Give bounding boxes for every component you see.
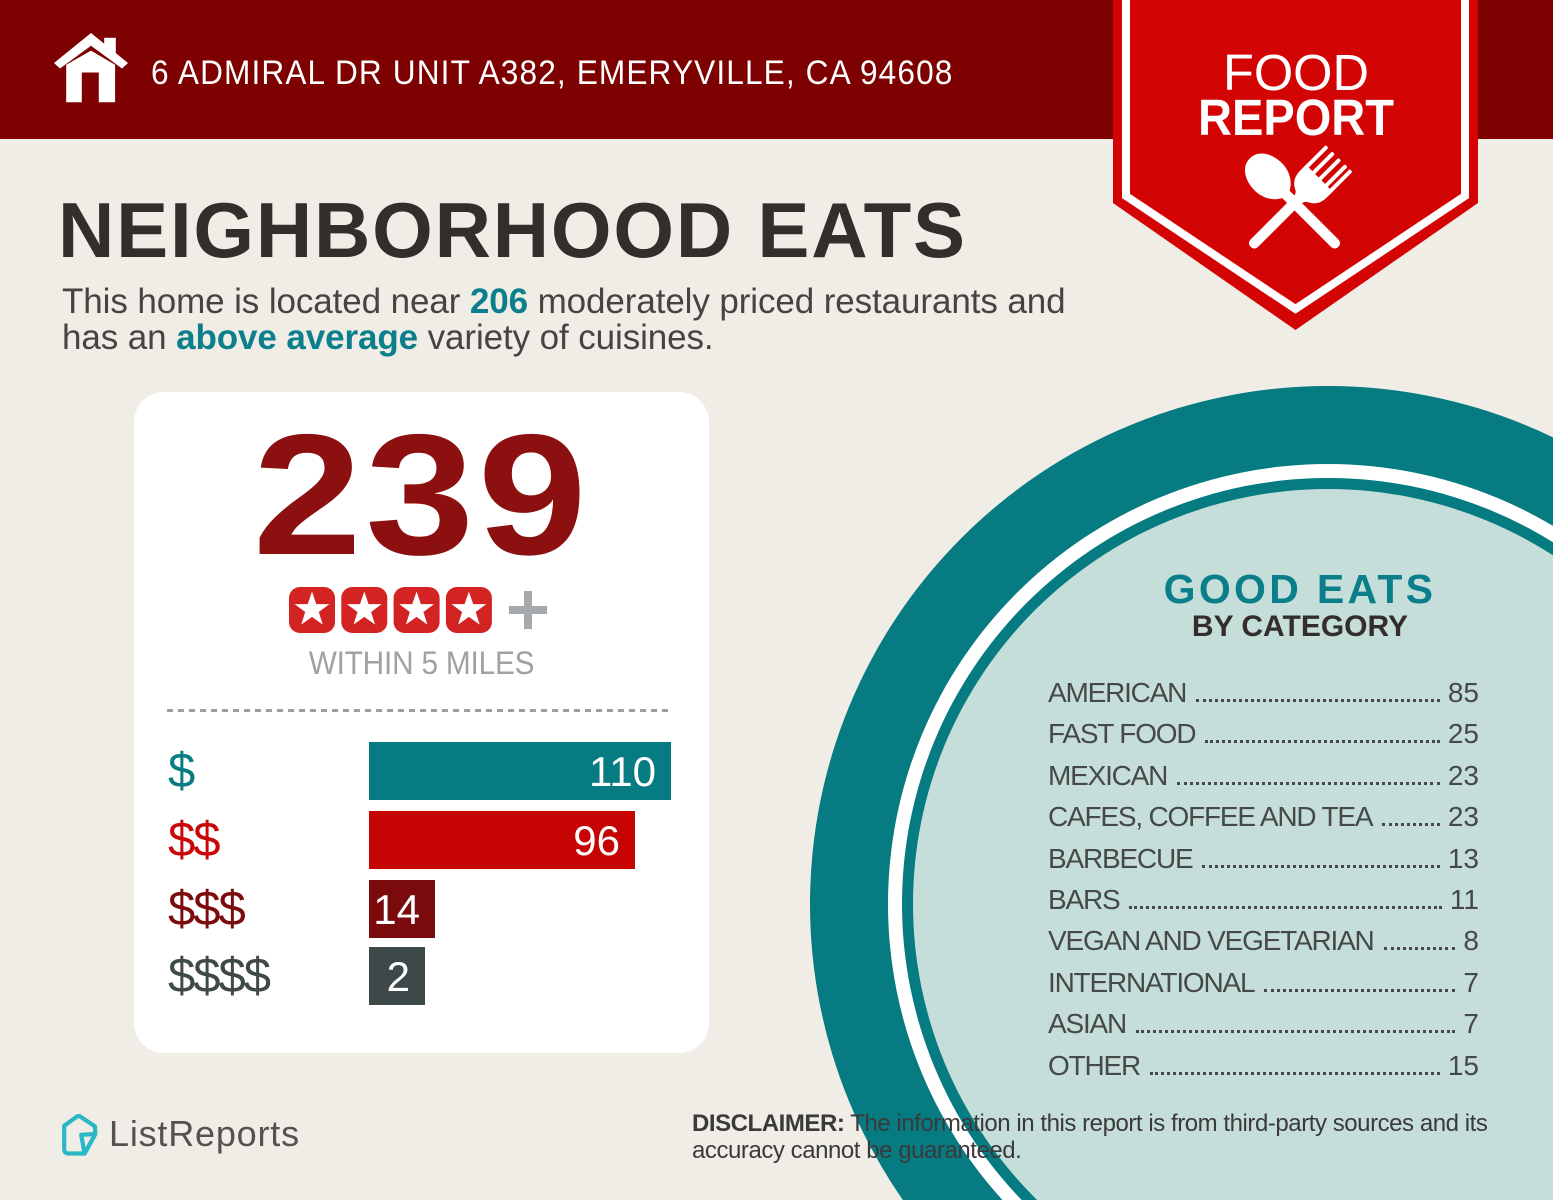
svg-text:REPORT: REPORT — [1198, 89, 1394, 146]
svg-text:FOOD: FOOD — [1223, 44, 1369, 101]
